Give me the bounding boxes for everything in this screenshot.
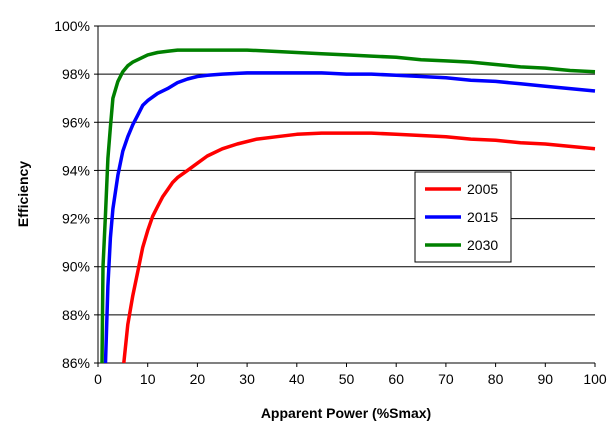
x-tick-label: 80 [488, 371, 504, 387]
legend-label-2005: 2005 [467, 181, 498, 197]
y-tick-label: 88% [62, 307, 90, 323]
x-tick-label: 90 [538, 371, 554, 387]
y-axis-ticks: 86% 88% 90% 92% 94% 96% 98% 100% [54, 18, 98, 371]
y-tick-label: 94% [62, 162, 90, 178]
series-line-2015 [103, 71, 596, 364]
axes [97, 26, 595, 364]
x-axis-title: Apparent Power (%Smax) [261, 405, 431, 421]
y-tick-label: 92% [62, 211, 90, 227]
plot-area [98, 26, 595, 363]
x-tick-label: 20 [190, 371, 206, 387]
x-tick-label: 30 [239, 371, 255, 387]
y-tick-label: 96% [62, 114, 90, 130]
legend-label-2015: 2015 [467, 209, 498, 225]
x-tick-label: 0 [94, 371, 102, 387]
x-tick-label: 60 [388, 371, 404, 387]
legend: 2005 2015 2030 [414, 171, 512, 263]
legend-label-2030: 2030 [467, 237, 498, 253]
y-tick-label: 90% [62, 259, 90, 275]
x-tick-label: 50 [339, 371, 355, 387]
x-tick-label: 40 [289, 371, 305, 387]
x-axis-ticks: 0 10 20 30 40 50 60 70 80 90 100 [94, 363, 607, 387]
x-tick-label: 10 [140, 371, 156, 387]
y-axis-title: Efficiency [15, 161, 31, 227]
x-tick-label: 70 [438, 371, 454, 387]
series-lines [100, 48, 596, 364]
series-line-2005 [122, 131, 596, 364]
y-tick-label: 98% [62, 66, 90, 82]
series-line-2030 [100, 48, 596, 364]
y-tick-label: 86% [62, 355, 90, 371]
x-tick-label: 100 [583, 371, 607, 387]
y-tick-label: 100% [54, 18, 90, 34]
